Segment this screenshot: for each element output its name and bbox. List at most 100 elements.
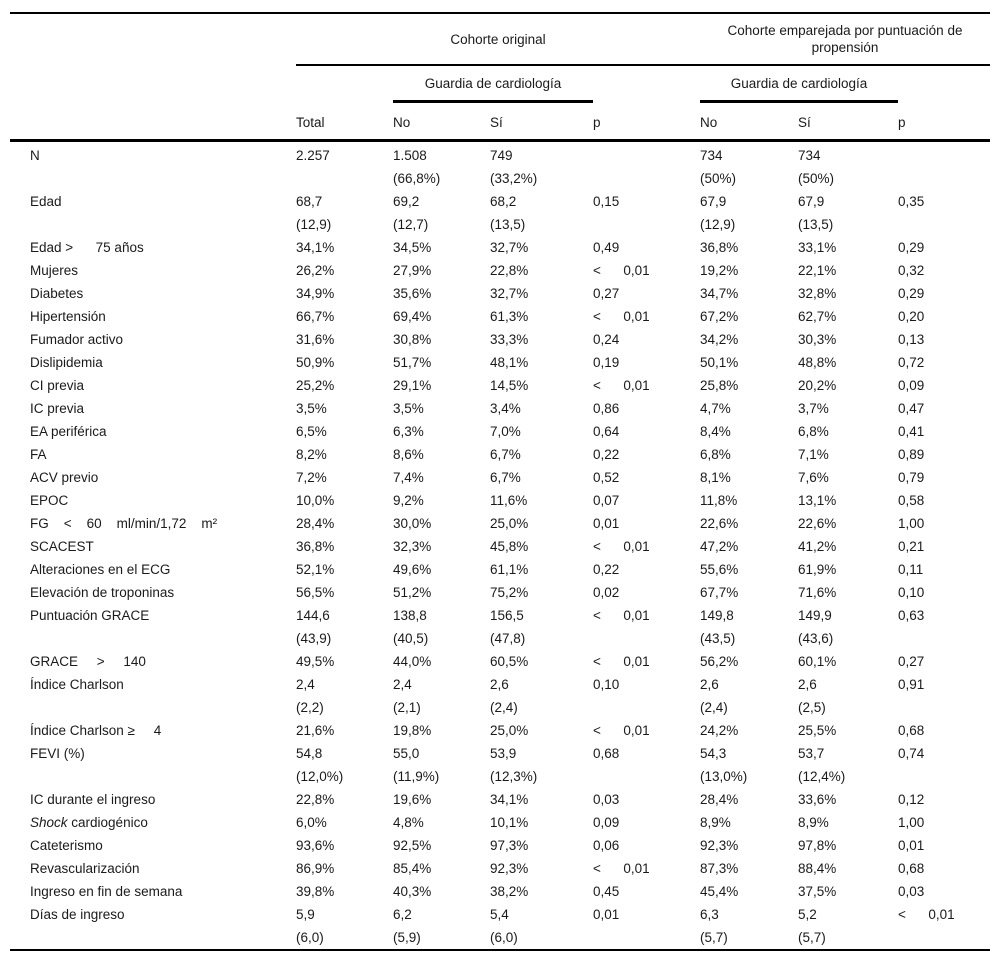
data-cell: 25,0%: [490, 723, 529, 738]
table-row: Días de ingreso 5,9 (6,0) 6,2 (5,9) 5,4 (6,…: [10, 903, 990, 950]
guardia-cardiologia-right-title: Guardia de cardiología: [700, 65, 898, 103]
table-row: Elevación de troponinas 56,5% 51,2% 75,2% 0,…: [10, 581, 990, 604]
data-cell: 0,02: [593, 585, 620, 600]
col-header-p-original: p: [593, 101, 700, 142]
data-cell: 93,6%: [296, 838, 335, 853]
data-cell: 52,1%: [296, 562, 335, 577]
data-cell: 0,12: [898, 792, 925, 807]
row-label: Hipertensión: [30, 309, 106, 324]
table-row: Hipertensión 66,7% 69,4% 61,3% < 0,01 67,2% 62…: [10, 305, 990, 328]
data-cell: 7,6%: [798, 470, 829, 485]
data-cell: 50,9%: [296, 355, 335, 370]
data-cell: 88,4%: [798, 861, 837, 876]
data-cell: 67,9 (12,9): [700, 194, 736, 232]
data-cell: 87,3%: [700, 861, 739, 876]
row-label: Alteraciones en el ECG: [30, 562, 171, 577]
table-row: Shock cardiogénico 6,0% 4,8% 10,1% 0,09 8,9% 8…: [10, 811, 990, 834]
row-label: Mujeres: [30, 263, 79, 278]
data-cell: 55,6%: [700, 562, 739, 577]
data-cell: < 0,01: [593, 723, 650, 738]
data-cell: 51,2%: [393, 585, 432, 600]
row-label: Revascularización: [30, 861, 140, 876]
table-row: ACV previo 7,2% 7,4% 6,7% 0,52 8,1% 7,6% 0,79: [10, 466, 990, 489]
table-row: Mujeres 26,2% 27,9% 22,8% < 0,01 19,2% 22,1% 0,…: [10, 259, 990, 282]
empty-corner-cell: [10, 13, 296, 65]
table-row: Edad 68,7 (12,9) 69,2 (12,7) 68,2 (13,5) 0,1…: [10, 190, 990, 236]
data-cell: 0,09: [593, 815, 620, 830]
data-cell: 22,8%: [296, 792, 335, 807]
row-label: FG < 60 ml/min/1,72 m²: [30, 516, 218, 531]
data-cell: 0,22: [593, 447, 620, 462]
data-cell: 39,8%: [296, 884, 335, 899]
data-cell: 53,7 (12,4%): [798, 746, 846, 784]
data-cell: 144,6 (43,9): [296, 608, 332, 646]
table-row: Puntuación GRACE 144,6 (43,9) 138,8 (40,5)…: [10, 604, 990, 650]
data-cell: 51,7%: [393, 355, 432, 370]
row-label: Edad: [30, 194, 62, 209]
data-cell: 2,6 (2,4): [700, 677, 728, 715]
data-cell: 14,5%: [490, 378, 529, 393]
data-cell: 0,86: [593, 401, 620, 416]
table-row: Fumador activo 31,6% 30,8% 33,3% 0,24 34,2% 30…: [10, 328, 990, 351]
data-cell: 97,8%: [798, 838, 837, 853]
data-cell: 56,5%: [296, 585, 335, 600]
data-cell: 41,2%: [798, 539, 837, 554]
row-label: Dislipidemia: [30, 355, 103, 370]
data-cell: 2,4 (2,2): [296, 677, 324, 715]
table-row: GRACE > 140 49,5% 44,0% 60,5% < 0,01 56,2% 60,…: [10, 650, 990, 673]
column-header-row: Total No Sí p No Sí p: [10, 101, 991, 142]
data-cell: 4,8%: [393, 815, 424, 830]
data-cell: 66,7%: [296, 309, 335, 324]
row-label: Días de ingreso: [30, 907, 125, 922]
data-cell: 2,4 (2,1): [393, 677, 421, 715]
data-cell: 5,9 (6,0): [296, 907, 324, 945]
data-cell: 67,2%: [700, 309, 739, 324]
data-cell: 19,8%: [393, 723, 432, 738]
data-cell: 0,27: [898, 654, 925, 669]
data-cell: 32,8%: [798, 286, 837, 301]
data-cell: < 0,01: [593, 309, 650, 324]
data-cell: 54,3 (13,0%): [700, 746, 748, 784]
data-cell: 61,1%: [490, 562, 529, 577]
data-cell: 6,3%: [393, 424, 424, 439]
table-row: Edad > 75 años 34,1% 34,5% 32,7% 0,49 36,8% 33…: [10, 236, 990, 259]
data-cell: < 0,01: [593, 861, 650, 876]
data-cell: 0,68: [898, 861, 925, 876]
table-row: Revascularización 86,9% 85,4% 92,3% < 0,01 87…: [10, 857, 990, 880]
page: Cohorte original Cohorte emparejada por …: [0, 12, 1000, 954]
data-cell: 0,07: [593, 493, 620, 508]
data-cell: 0,09: [898, 378, 925, 393]
data-cell: 5,2 (5,7): [798, 907, 826, 945]
data-cell: 2,6 (2,5): [798, 677, 826, 715]
data-cell: 149,8 (43,5): [700, 608, 736, 646]
data-cell: 71,6%: [798, 585, 837, 600]
data-cell: 86,9%: [296, 861, 335, 876]
data-cell: 9,2%: [393, 493, 424, 508]
data-cell: 33,6%: [798, 792, 837, 807]
data-cell: 37,5%: [798, 884, 837, 899]
data-cell: 44,0%: [393, 654, 432, 669]
data-cell: 25,0%: [490, 516, 529, 531]
data-cell: 0,06: [593, 838, 620, 853]
data-cell: 0,64: [593, 424, 620, 439]
data-cell: 56,2%: [700, 654, 739, 669]
data-cell: [898, 141, 990, 191]
data-cell: 1,00: [898, 815, 925, 830]
data-cell: 0,74: [898, 746, 925, 761]
data-cell: 35,6%: [393, 286, 432, 301]
data-cell: 26,2%: [296, 263, 335, 278]
data-cell: 0,01: [593, 907, 620, 922]
data-cell: 0,03: [898, 884, 925, 899]
row-label: Shock cardiogénico: [30, 815, 148, 830]
row-label: Diabetes: [30, 286, 84, 301]
data-cell: 8,4%: [700, 424, 731, 439]
data-cell: 34,2%: [700, 332, 739, 347]
data-cell: 138,8 (40,5): [393, 608, 429, 646]
row-label: IC durante el ingreso: [30, 792, 156, 807]
data-cell: 0,68: [898, 723, 925, 738]
data-cell: 0,68: [593, 746, 620, 761]
data-cell: 22,6%: [700, 516, 739, 531]
data-cell: 24,2%: [700, 723, 739, 738]
row-label: Cateterismo: [30, 838, 103, 853]
data-cell: 0,79: [898, 470, 925, 485]
